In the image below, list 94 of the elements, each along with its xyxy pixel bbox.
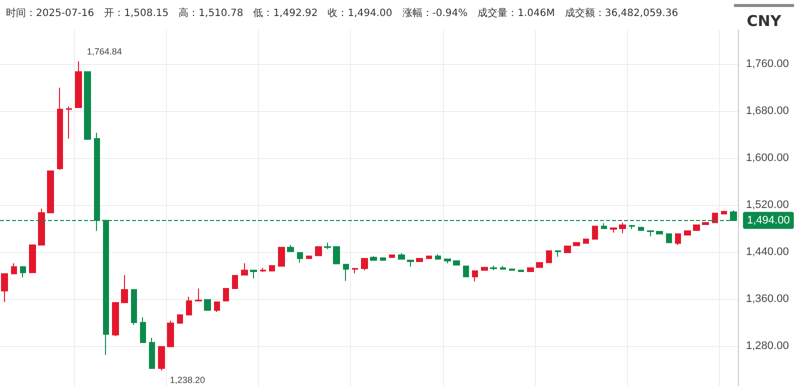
- candlestick: [702, 222, 709, 225]
- candlestick: [11, 262, 17, 274]
- candlestick: [20, 266, 26, 278]
- candlestick: [481, 266, 488, 271]
- candlestick: [223, 288, 229, 302]
- text: 成交量：1.046M: [478, 6, 555, 20]
- candlestick: [66, 106, 72, 140]
- candlestick: [666, 233, 672, 244]
- candlestick: [619, 222, 626, 234]
- candlestick: [214, 301, 220, 312]
- ref-line-label: 1,494.00: [747, 214, 790, 226]
- candlestick: [610, 227, 617, 234]
- candlestick: [675, 233, 681, 246]
- annotation: 1,238.20: [170, 375, 205, 386]
- text: CNY: [734, 4, 794, 31]
- candlestick: [297, 252, 303, 264]
- candlestick: [647, 230, 654, 237]
- candlestick: [75, 60, 82, 108]
- text: 低：1,492.92: [253, 7, 318, 20]
- text: 涨幅：-0.94%: [402, 6, 468, 20]
- candlestick: [656, 231, 663, 234]
- candlestick: [333, 246, 340, 264]
- candlestick: [389, 254, 395, 258]
- candlestick: [564, 246, 571, 254]
- candlestick: [573, 242, 580, 246]
- candlestick: [112, 302, 119, 337]
- candlestick: [555, 250, 561, 258]
- candlestick: [29, 244, 36, 274]
- candlestick: [250, 270, 257, 279]
- candlestick: [1, 273, 8, 302]
- candlestick: [721, 210, 727, 214]
- text: 收：1,494.00: [328, 7, 392, 20]
- candlestick: [684, 230, 691, 236]
- candlestick: [380, 257, 386, 261]
- candlestick: [269, 265, 275, 272]
- candlestick: [435, 254, 441, 260]
- y-tick-label: 1,760.00: [746, 58, 789, 70]
- candlestick: [638, 226, 644, 231]
- candlestick: [232, 275, 238, 289]
- text: 时间：2025-07-16: [6, 6, 94, 20]
- candlestick: [370, 256, 377, 261]
- candlestick: [204, 299, 211, 311]
- candlestick: [444, 258, 451, 264]
- candlestick: [398, 252, 405, 260]
- candlestick: [84, 71, 91, 140]
- candlestick: [601, 222, 607, 230]
- candlestick: [306, 256, 312, 260]
- candlestick: [490, 265, 497, 271]
- y-tick-label: 1,600.00: [746, 152, 789, 164]
- candlestick: [426, 256, 432, 260]
- candlestick: [260, 267, 266, 273]
- candlestick: [121, 274, 128, 304]
- candlestick: [352, 268, 358, 274]
- candlestick: [361, 258, 368, 271]
- y-tick-label: 1,280.00: [746, 340, 789, 352]
- candlestick: [629, 224, 635, 230]
- candlestick: [195, 288, 202, 302]
- candlestick: [527, 267, 534, 272]
- candlestick: [149, 337, 155, 369]
- text: 高：1,510.78: [178, 6, 244, 20]
- candlestick: [278, 246, 285, 267]
- candlestick: [343, 264, 349, 282]
- candlestick: [186, 296, 192, 316]
- candlestick: [177, 314, 183, 324]
- candlestick: [57, 87, 63, 170]
- candlestick: [324, 242, 331, 250]
- y-tick-label: 1,520.00: [746, 199, 789, 212]
- candlestick: [407, 259, 414, 268]
- annotation: 1,764.84: [86, 46, 122, 57]
- candlestick: [472, 270, 478, 282]
- candlestick: [167, 320, 174, 348]
- candlestick: [416, 258, 423, 262]
- y-tick-label: 1,680.00: [746, 105, 789, 118]
- candlestick: [592, 226, 598, 240]
- candlestick: [287, 244, 294, 252]
- text: 开：1,508.15: [104, 7, 169, 20]
- candlestick: [712, 212, 718, 224]
- candlestick: [315, 246, 322, 256]
- y-tick-label: 1,440.00: [746, 246, 789, 258]
- candlestick: [693, 224, 700, 231]
- candlestick: [241, 262, 248, 276]
- text: 成交额：36,482,059.36: [564, 6, 678, 20]
- candlestick: [140, 316, 146, 344]
- candlestick: [536, 262, 543, 268]
- candlestick: [500, 266, 506, 270]
- y-tick-label: 1,360.00: [746, 293, 789, 306]
- candlestick: [583, 238, 589, 244]
- candlestick: [546, 250, 552, 264]
- candlestick: [463, 266, 469, 278]
- candlestick: [131, 289, 137, 326]
- candlestick: [453, 260, 460, 266]
- candlestick: [158, 346, 165, 372]
- candlestick: [47, 170, 54, 214]
- candlestick: [38, 208, 45, 246]
